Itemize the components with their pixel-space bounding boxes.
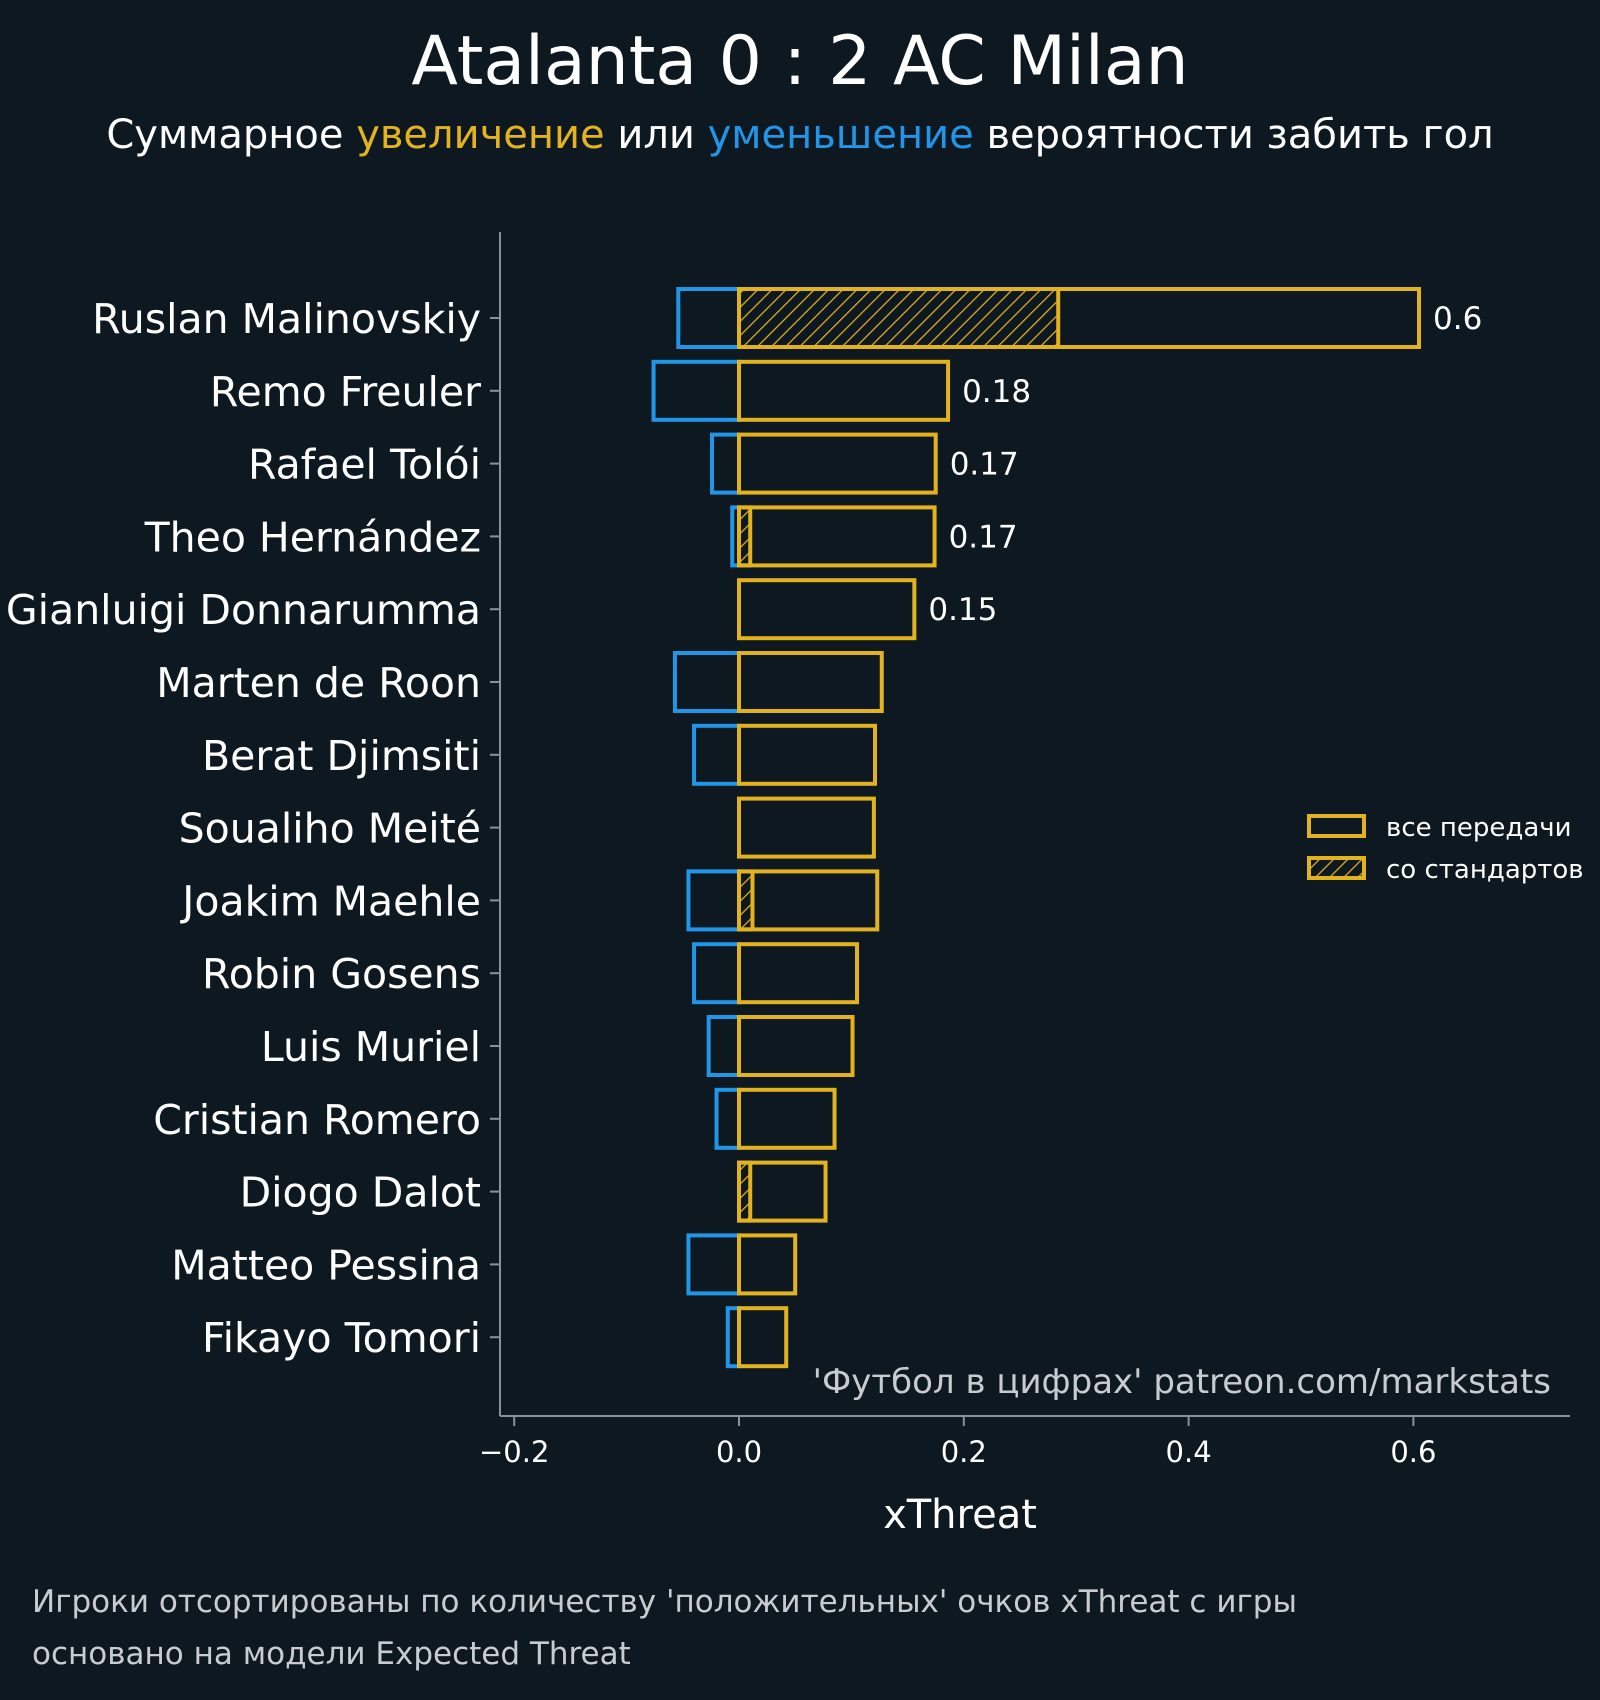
negative-bar (686, 1233, 741, 1296)
player-label: Marten de Roon (156, 659, 481, 707)
player-label: Soualiho Meité (179, 805, 481, 853)
subtitle-increase: увеличение (356, 112, 605, 158)
subtitle-prefix: Суммарное (106, 112, 344, 158)
value-label: 0.17 (950, 447, 1019, 483)
positive-bar (737, 796, 876, 859)
positive-bar (737, 287, 1422, 349)
legend-label-all-passes: все передачи (1386, 813, 1572, 843)
subtitle-suffix: вероятности забить гол (986, 112, 1494, 158)
player-label: Joakim Maehle (179, 877, 481, 925)
positive-bar (737, 359, 951, 422)
value-label: 0.17 (949, 519, 1018, 555)
negative-bar (651, 359, 741, 422)
player-label: Berat Djimsiti (202, 732, 481, 780)
negative-bar (676, 287, 742, 349)
positive-bar (737, 1160, 828, 1223)
chart-title: Atalanta 0 : 2 AC Milan (411, 22, 1189, 101)
player-label: Gianluigi Donnarumma (6, 586, 481, 634)
negative-bar (714, 1087, 742, 1150)
negative-bar (672, 651, 742, 713)
positive-bar (737, 869, 880, 932)
subtitle-decrease: уменьшение (707, 112, 974, 158)
player-label: Robin Gosens (202, 950, 481, 998)
footnote-model: основано на модели Expected Threat (32, 1636, 631, 1672)
x-tick-label: 0.4 (1166, 1435, 1212, 1469)
player-label: Cristian Romero (153, 1096, 481, 1144)
positive-bar (737, 1015, 855, 1077)
positive-bar (737, 1087, 837, 1150)
positive-bar (737, 1306, 789, 1369)
legend-swatch-all-passes (1307, 814, 1366, 838)
watermark: 'Футбол в цифрах' patreon.com/markstats (813, 1362, 1551, 1402)
negative-bar (692, 723, 741, 786)
x-tick-label: 0.6 (1390, 1435, 1436, 1469)
negative-bar (686, 869, 741, 932)
chart-subtitle: Суммарное увеличение или уменьшение веро… (0, 112, 1600, 158)
legend-swatch-set-pieces (1307, 856, 1366, 880)
positive-bar (737, 651, 884, 713)
positive-bar (737, 1233, 798, 1296)
player-label: Diogo Dalot (240, 1169, 481, 1217)
player-label: Remo Freuler (210, 368, 481, 416)
negative-bar (710, 432, 741, 495)
player-label: Ruslan Malinovskiy (92, 295, 481, 343)
x-axis-label: xThreat (883, 1492, 1037, 1538)
set-piece-bar (737, 287, 1061, 349)
value-label: 0.18 (962, 374, 1031, 410)
positive-bar (737, 432, 938, 495)
player-label: Luis Muriel (261, 1023, 481, 1071)
x-tick-label: 0.0 (716, 1435, 762, 1469)
value-label: 0.15 (928, 592, 997, 628)
value-label: 0.6 (1433, 301, 1482, 337)
positive-bar (737, 505, 937, 568)
positive-bar (737, 723, 878, 786)
negative-bar (692, 942, 741, 1005)
positive-bar (737, 942, 860, 1005)
player-label: Rafael Tolói (248, 441, 481, 489)
set-piece-bar (737, 869, 755, 932)
plot-area: −0.2 0.0 0.2 0.4 0.6 xThreat Ruslan Malinovski… (6, 232, 1584, 1538)
player-label: Fikayo Tomori (202, 1314, 481, 1362)
positive-bar (737, 578, 917, 641)
legend-label-set-pieces: со стандартов (1386, 855, 1584, 885)
x-tick-label: 0.2 (941, 1435, 987, 1469)
legend: все передачи со стандартов (1307, 813, 1584, 885)
player-label: Theo Hernández (144, 513, 481, 561)
player-label: Matteo Pessina (171, 1241, 481, 1289)
negative-bar (706, 1015, 741, 1077)
footnote-sorting: Игроки отсортированы по количеству 'поло… (32, 1584, 1297, 1620)
x-tick-label: −0.2 (479, 1435, 549, 1469)
subtitle-middle: или (617, 112, 695, 158)
